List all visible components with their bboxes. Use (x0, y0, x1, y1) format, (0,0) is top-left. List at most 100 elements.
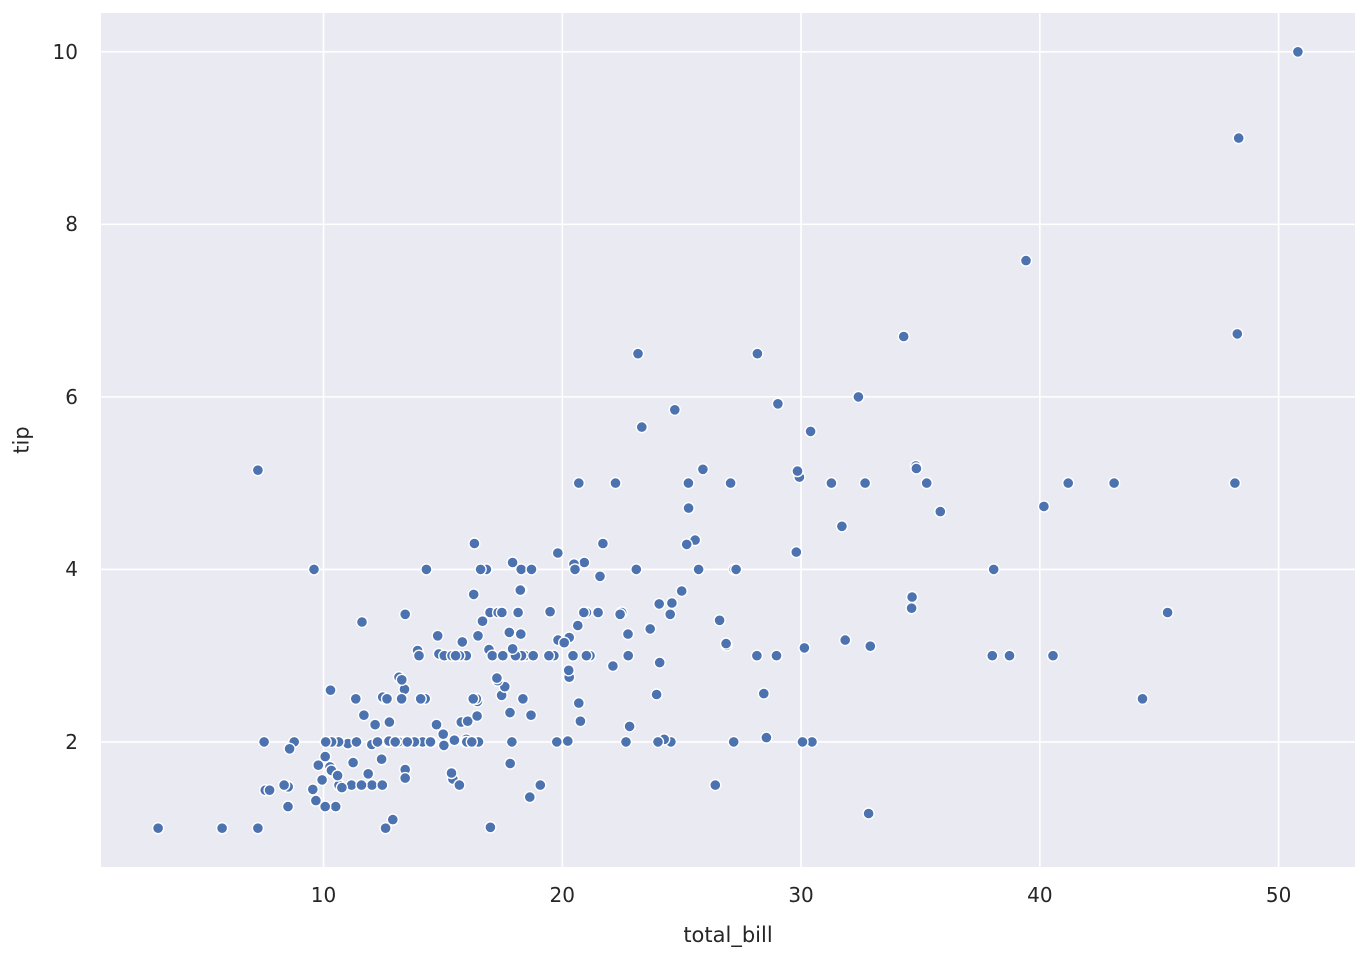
data-point (719, 637, 733, 650)
data-point (496, 649, 509, 662)
data-point (525, 563, 538, 576)
data-point (355, 615, 369, 629)
data-point (506, 556, 519, 569)
data-point (453, 778, 466, 792)
data-point (383, 715, 396, 729)
data-point (653, 597, 666, 611)
data-point (713, 614, 726, 627)
data-point (1228, 476, 1242, 490)
data-point (389, 735, 402, 749)
data-point (543, 605, 557, 618)
data-point (1061, 476, 1075, 490)
data-point (839, 633, 852, 647)
data-point (790, 545, 803, 559)
data-point (362, 767, 375, 780)
data-point (1107, 476, 1121, 490)
data-point (467, 692, 480, 705)
data-point (380, 692, 394, 705)
data-point (558, 636, 571, 649)
data-point (751, 347, 764, 360)
plot-background (101, 13, 1355, 867)
data-point (376, 778, 389, 792)
data-point (986, 649, 999, 662)
y-axis-label: tip (9, 426, 34, 454)
data-point (920, 476, 933, 490)
data-point (804, 425, 817, 438)
data-point (1291, 45, 1305, 58)
data-point (630, 563, 643, 576)
data-point (619, 735, 633, 749)
data-point (534, 778, 547, 792)
data-point (760, 731, 773, 744)
data-point (572, 476, 585, 490)
data-point (503, 706, 517, 719)
data-point (474, 563, 487, 576)
data-point (523, 790, 536, 804)
data-point (574, 715, 587, 728)
data-point (609, 476, 622, 490)
data-point (324, 684, 337, 697)
data-point (484, 821, 497, 834)
data-point (319, 800, 332, 813)
data-point (315, 773, 329, 787)
data-point (412, 649, 426, 662)
data-point (631, 347, 645, 360)
data-point (578, 556, 591, 569)
y-tick-label: 8 (65, 212, 78, 237)
data-point (151, 822, 165, 835)
data-point (251, 822, 265, 835)
data-point (798, 641, 811, 655)
data-point (644, 622, 657, 636)
data-point (551, 546, 564, 560)
data-point (414, 692, 427, 705)
data-point (490, 671, 504, 685)
data-point (527, 649, 540, 662)
x-tick-label: 40 (1027, 883, 1053, 907)
data-point (514, 627, 527, 641)
data-point (486, 649, 499, 662)
y-tick-label: 6 (65, 384, 78, 409)
data-point (750, 649, 764, 662)
data-point (306, 783, 319, 796)
data-point (312, 759, 325, 772)
data-point (665, 596, 679, 610)
data-point (515, 563, 528, 576)
data-point (503, 626, 516, 639)
data-point (542, 649, 556, 662)
data-point (468, 537, 481, 550)
data-point (635, 420, 648, 434)
data-point (1136, 692, 1149, 705)
data-point (401, 735, 414, 749)
data-point (596, 537, 610, 550)
data-point (727, 735, 740, 749)
data-point (1231, 327, 1244, 341)
data-point (858, 476, 872, 490)
data-point (470, 709, 484, 723)
data-point (395, 692, 408, 705)
data-point (796, 735, 809, 749)
data-point (593, 570, 607, 583)
data-point (506, 642, 519, 655)
data-point (791, 464, 804, 478)
data-point (283, 742, 296, 755)
data-point (437, 728, 450, 741)
data-point (724, 476, 737, 490)
data-point (420, 563, 433, 576)
y-tick-label: 4 (65, 557, 78, 582)
x-tick-label: 20 (549, 883, 576, 907)
data-point (386, 813, 399, 826)
data-point (375, 753, 388, 766)
data-point (263, 784, 276, 797)
data-point (729, 563, 743, 576)
data-point (495, 606, 509, 619)
data-point (910, 462, 923, 475)
data-point (696, 463, 710, 476)
data-point (309, 794, 323, 807)
data-point (430, 718, 443, 731)
data-point (281, 800, 295, 813)
data-point (650, 688, 663, 701)
data-point (461, 715, 474, 728)
data-point (613, 608, 627, 621)
data-point (349, 692, 362, 705)
data-point (329, 800, 342, 813)
